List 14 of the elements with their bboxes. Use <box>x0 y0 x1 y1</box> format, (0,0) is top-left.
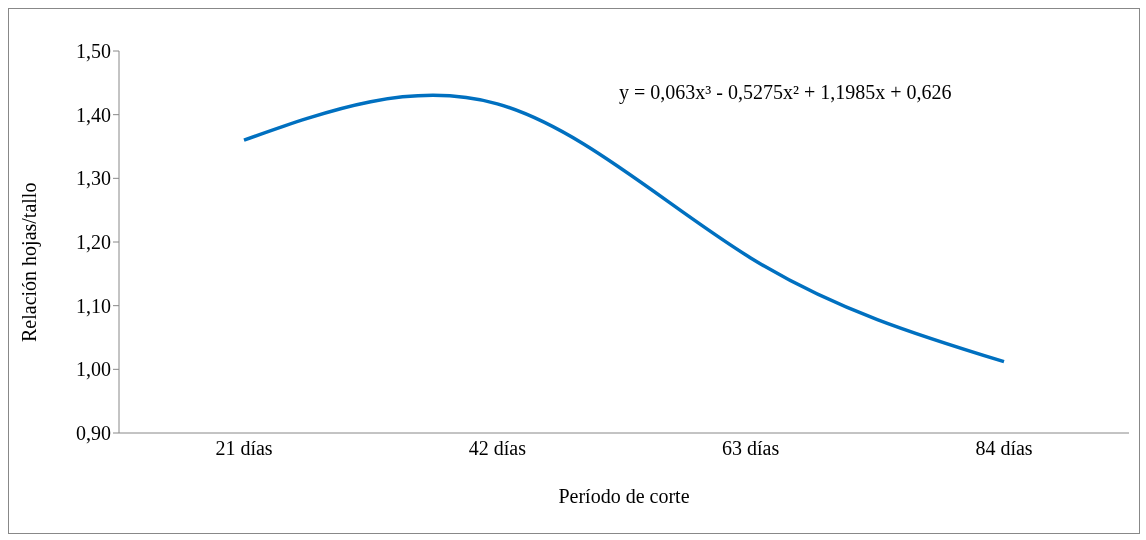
x-tick-label: 42 días <box>468 437 527 460</box>
y-tick-label: 1,40 <box>76 103 111 126</box>
y-axis-title: Relación hojas/tallo <box>18 182 42 342</box>
x-axis-title: Período de corte <box>558 485 690 507</box>
y-tick-label: 1,30 <box>76 167 111 190</box>
y-tick-label: 1,50 <box>76 40 111 63</box>
y-tick-label: 1,10 <box>76 294 111 317</box>
x-tick-label: 21 días <box>215 437 273 460</box>
y-tick-label: 1,00 <box>76 358 111 381</box>
y-tick-label: 1,20 <box>76 231 111 254</box>
x-tick-label: 63 días <box>722 437 780 460</box>
x-tick-label: 84 días <box>975 437 1033 460</box>
y-tick-label: 0,90 <box>76 422 111 445</box>
annotation: y = 0,063x³ - 0,5275x² + 1,1985x + 0,626 <box>619 81 952 104</box>
